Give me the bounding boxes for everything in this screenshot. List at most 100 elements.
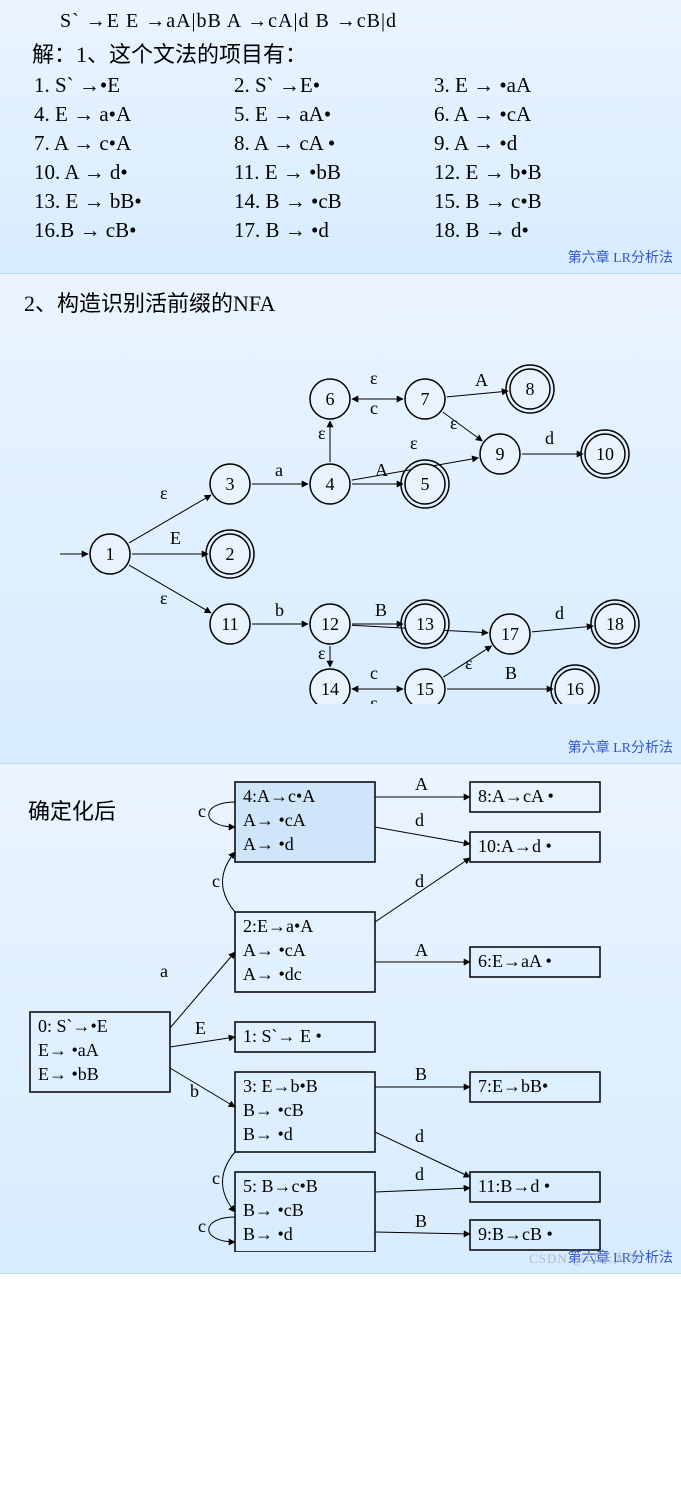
nfa-edge-label: c (370, 663, 378, 683)
grammar-item: 18. B → d• (434, 218, 634, 243)
nfa-edge-label: ε (318, 423, 326, 443)
nfa-state-label: 13 (416, 614, 434, 634)
dfa-edge-label: d (415, 810, 424, 830)
nfa-state-label: 1 (106, 544, 115, 564)
dfa-state-line: 9:B→cB • (478, 1224, 553, 1244)
slide2-title: 2、构造识别活前缀的NFA (24, 286, 661, 318)
nfa-edge-label: ε (318, 643, 326, 663)
nfa-state-label: 6 (326, 389, 335, 409)
dfa-edge-label: c (198, 801, 206, 821)
nfa-edge (532, 626, 593, 632)
grammar-item: 3. E → •aA (434, 73, 634, 98)
watermark: CSDN @可乐大牛 (529, 1248, 641, 1267)
grammar-item: 10. A → d• (34, 160, 234, 185)
dfa-edge-label: b (190, 1081, 199, 1101)
nfa-edge-label: E (170, 528, 181, 548)
nfa-edge-label: d (545, 428, 554, 448)
nfa-edge-label: A (375, 460, 388, 480)
nfa-edge-label: c (370, 398, 378, 418)
nfa-edge-label: ε (160, 588, 168, 608)
dfa-state-line: B→ •d (243, 1224, 293, 1244)
grammar-item: 11. E → •bB (234, 160, 434, 185)
dfa-edge (209, 1217, 235, 1242)
nfa-edge-label: A (475, 370, 488, 390)
grammar-item: 16.B → cB• (34, 218, 234, 243)
dfa-edge (375, 1232, 470, 1234)
dfa-edge (223, 1152, 236, 1212)
nfa-edge-label: ε (465, 653, 473, 673)
dfa-state-line: B→ •cB (243, 1200, 304, 1220)
slide-1: S` →E E →aA|bB A →cA|d B →cB|d 解：1、这个文法的… (0, 0, 681, 274)
grammar-item: 6. A → •cA (434, 102, 634, 127)
nfa-state-label: 18 (606, 614, 624, 634)
dfa-state-line: 2:E→a•A (243, 916, 313, 936)
grammar-item: 8. A → cA • (234, 131, 434, 156)
dfa-edge-label: c (212, 1168, 220, 1188)
nfa-diagram: εEεaAεεcεAεdbBεεcεεBd1234567891011121314… (20, 324, 660, 704)
dfa-edge (375, 1188, 470, 1192)
nfa-state-label: 12 (321, 614, 339, 634)
dfa-edge (209, 802, 235, 827)
grammar-item: 7. A → c•A (34, 131, 234, 156)
grammar-item: 12. E → b•B (434, 160, 634, 185)
solve-label: 解：1、这个文法的项目有： (32, 37, 661, 69)
dfa-state-line: 5: B→c•B (243, 1176, 318, 1196)
grammar-item: 4. E → a•A (34, 102, 234, 127)
grammar-line: S` →E E →aA|bB A →cA|d B →cB|d (60, 10, 661, 33)
nfa-state-label: 4 (326, 474, 335, 494)
dfa-state-line: 8:A→cA • (478, 786, 554, 806)
nfa-edge-label: b (275, 600, 284, 620)
dfa-edge-label: a (160, 961, 168, 981)
nfa-edge-label: ε (410, 433, 418, 453)
nfa-state-label: 14 (321, 679, 339, 699)
slide-footer: 第六章 LR分析法 (568, 247, 673, 267)
dfa-edge (170, 1068, 235, 1107)
dfa-edge (170, 952, 235, 1028)
dfa-edge-label: c (212, 871, 220, 891)
dfa-diagram: aEbcAddABddBccc0: S`→•E E→ •aA E→ •bB4:A… (20, 772, 681, 1252)
nfa-edge-label: B (375, 600, 387, 620)
dfa-edge-label: d (415, 871, 424, 891)
nfa-edge-label: ε (370, 693, 378, 704)
dfa-edge-label: d (415, 1126, 424, 1146)
grammar-item: 9. A → •d (434, 131, 634, 156)
dfa-state-line: 11:B→d • (478, 1176, 550, 1196)
slide-footer: 第六章 LR分析法 (568, 737, 673, 757)
grammar-item: 17. B → •d (234, 218, 434, 243)
dfa-edge-label: d (415, 1164, 424, 1184)
dfa-state-line: A→ •cA (243, 810, 306, 830)
nfa-edge-label: ε (450, 413, 458, 433)
nfa-edge (129, 565, 211, 613)
nfa-edge-label: d (555, 603, 564, 623)
nfa-state-label: 10 (596, 444, 614, 464)
dfa-state-line: 0: S`→•E (38, 1016, 108, 1036)
dfa-edge-label: c (198, 1216, 206, 1236)
dfa-state-line: A→ •d (243, 834, 294, 854)
grammar-item: 1. S` →•E (34, 73, 234, 98)
nfa-edge (443, 412, 483, 441)
slide3-title: 确定化后 (28, 794, 116, 826)
nfa-edge-label: B (505, 663, 517, 683)
dfa-state-line: A→ •cA (243, 940, 306, 960)
dfa-state-line: E→ •bB (38, 1064, 99, 1084)
grammar-item: 2. S` →E• (234, 73, 434, 98)
dfa-state-line: B→ •cB (243, 1100, 304, 1120)
nfa-state-label: 16 (566, 679, 584, 699)
slide-3: 确定化后 aEbcAddABddBccc0: S`→•E E→ •aA E→ •… (0, 764, 681, 1274)
nfa-state-label: 15 (416, 679, 434, 699)
dfa-state-line: 7:E→bB• (478, 1076, 548, 1096)
nfa-state-label: 9 (496, 444, 505, 464)
dfa-edge (223, 852, 236, 912)
dfa-state-line: 1: S`→ E • (243, 1026, 322, 1046)
nfa-state-label: 7 (421, 389, 430, 409)
items-grid: 1. S` →•E2. S` →E•3. E → •aA 4. E → a•A5.… (34, 73, 661, 243)
nfa-state-label: 8 (526, 379, 535, 399)
grammar-item: 5. E → aA• (234, 102, 434, 127)
dfa-edge-label: B (415, 1211, 427, 1231)
dfa-state-line: 4:A→c•A (243, 786, 315, 806)
grammar-item: 14. B → •cB (234, 189, 434, 214)
grammar-item: 13. E → bB• (34, 189, 234, 214)
nfa-state-label: 5 (421, 474, 430, 494)
grammar-item: 15. B → c•B (434, 189, 634, 214)
dfa-edge-label: B (415, 1064, 427, 1084)
